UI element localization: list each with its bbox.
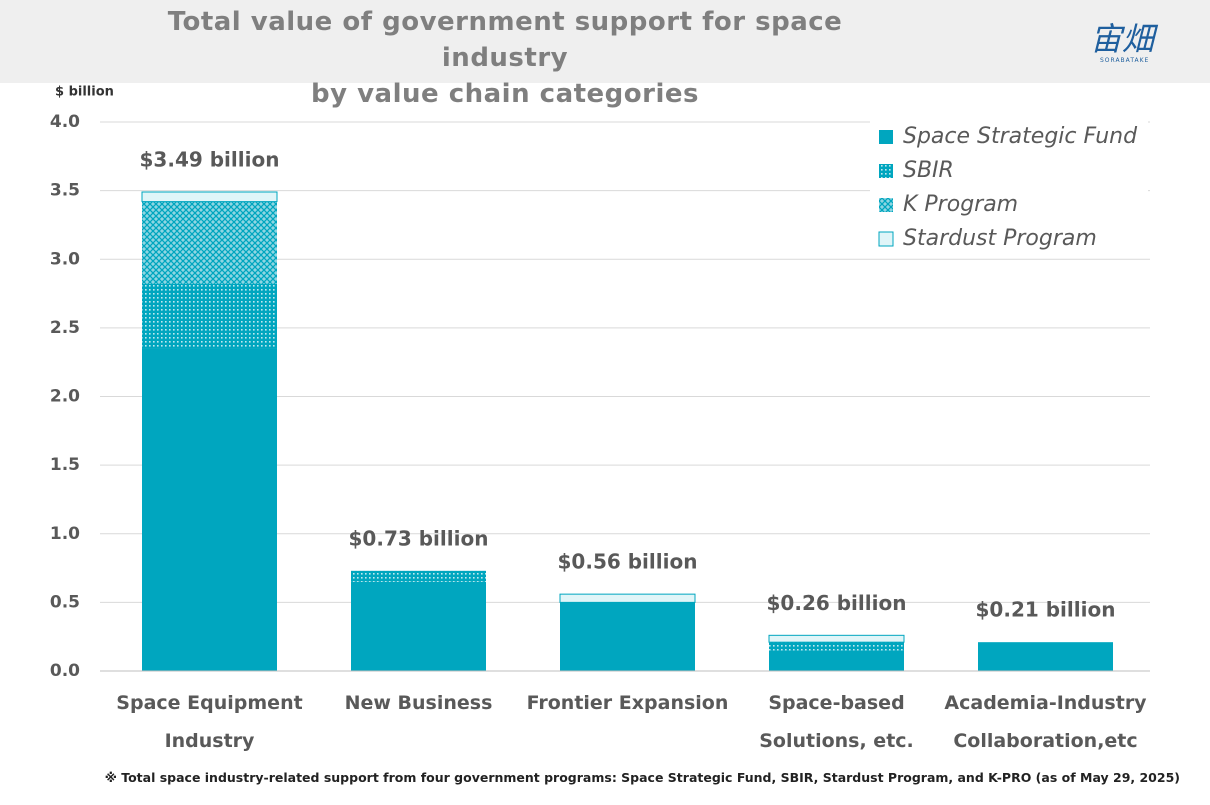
logo-mark: 宙畑 xyxy=(1090,20,1155,58)
legend-label: Space Strategic Fund xyxy=(903,124,1138,149)
y-tick-label: 3.0 xyxy=(50,249,80,269)
y-tick-label: 0.5 xyxy=(50,592,80,612)
logo-text: SORABATAKE xyxy=(1100,57,1150,64)
bar-segment xyxy=(769,650,904,671)
bar-segment xyxy=(142,348,277,671)
bar-segment xyxy=(769,642,904,651)
total-label: $0.56 billion xyxy=(558,550,698,574)
bar-segment xyxy=(560,602,695,671)
chart-title: Total value of government support for sp… xyxy=(167,7,843,109)
y-tick-label: 2.0 xyxy=(50,387,80,407)
y-axis-label: $ billion xyxy=(55,85,114,100)
bar-segment xyxy=(978,642,1113,671)
y-tick-label: 0.0 xyxy=(50,661,80,681)
legend-swatch xyxy=(879,130,893,144)
total-label: $0.73 billion xyxy=(349,526,489,550)
legend-label: Stardust Program xyxy=(903,226,1097,251)
y-tick-label: 4.0 xyxy=(50,112,80,132)
y-tick-label: 2.5 xyxy=(50,318,80,338)
bar-segment xyxy=(351,570,486,582)
bar-segment xyxy=(351,581,486,671)
total-label: $3.49 billion xyxy=(140,147,280,171)
x-tick-label: Space Equipment Industry xyxy=(116,692,303,752)
bar-segment xyxy=(141,191,278,203)
bar-segment xyxy=(142,201,277,284)
footnote: ※ Total space industry-related support f… xyxy=(104,770,1180,785)
x-tick-label: Frontier Expansion xyxy=(526,692,729,714)
bar-segment xyxy=(142,283,277,349)
title-band xyxy=(0,0,1210,83)
legend-swatch xyxy=(879,164,893,178)
bar-segment xyxy=(768,634,905,643)
legend-label: SBIR xyxy=(903,158,954,183)
y-tick-label: 3.5 xyxy=(50,181,80,201)
legend-swatch xyxy=(878,231,894,247)
y-tick-label: 1.5 xyxy=(50,455,80,475)
x-tick-label: Space-based Solutions, etc. xyxy=(759,692,914,752)
bar-segment xyxy=(559,593,696,603)
legend-label: K Program xyxy=(903,192,1018,217)
total-label: $0.26 billion xyxy=(767,591,907,615)
x-tick-label: New Business xyxy=(344,692,493,714)
legend-box xyxy=(870,116,1148,256)
x-tick-label: Academia-Industry Collaboration,etc xyxy=(944,692,1147,752)
legend-swatch xyxy=(879,198,893,212)
y-tick-label: 1.0 xyxy=(50,524,80,544)
total-label: $0.21 billion xyxy=(976,598,1116,622)
